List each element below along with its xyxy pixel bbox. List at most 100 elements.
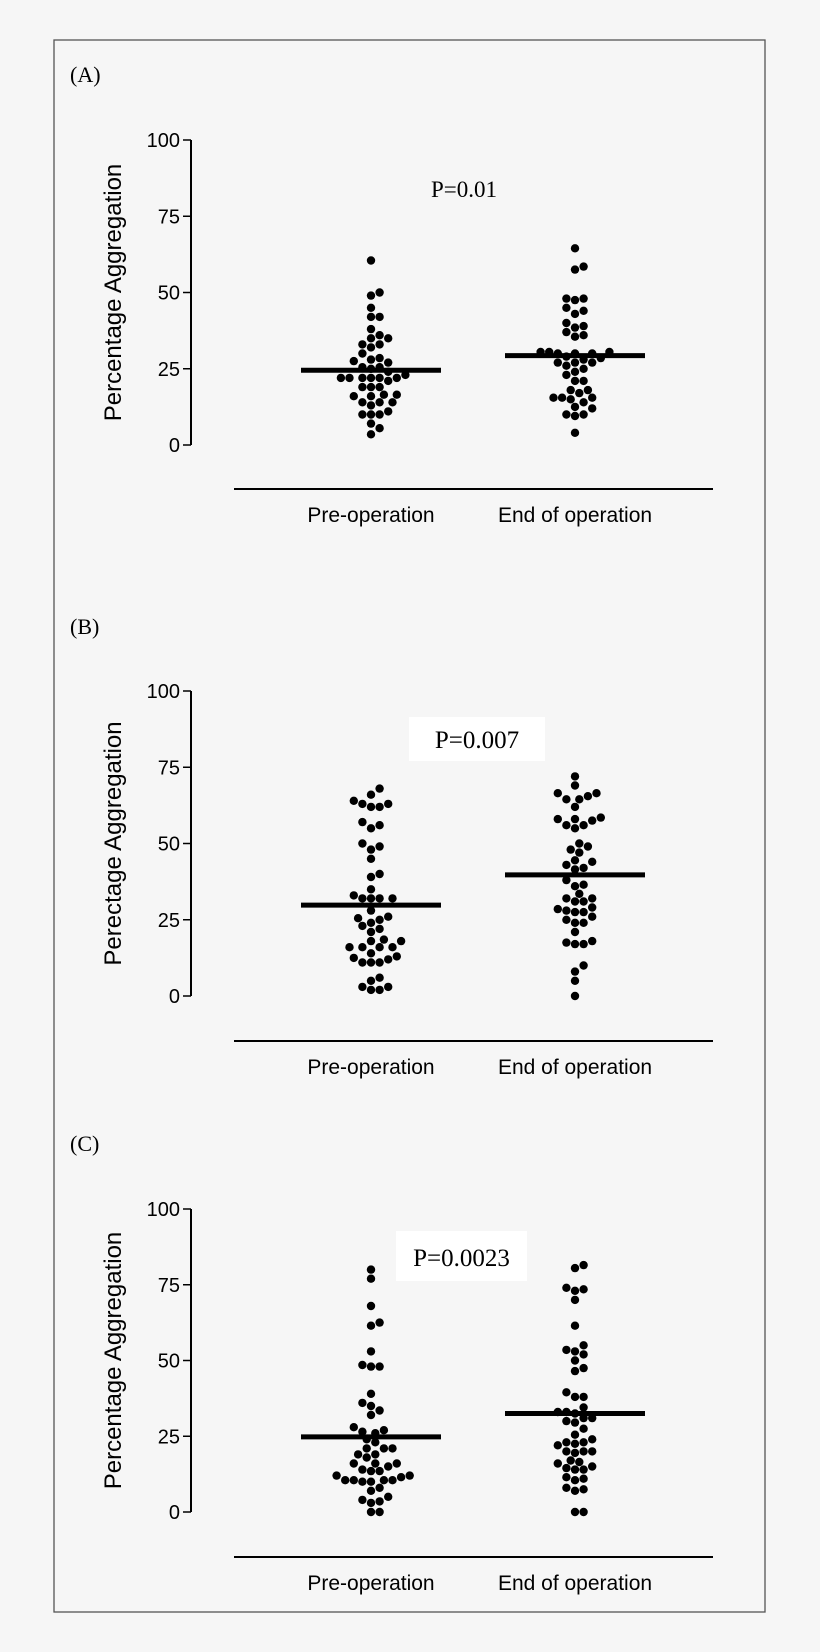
- y-tick-label: 100: [147, 130, 180, 152]
- data-point: [349, 796, 358, 805]
- data-point: [562, 938, 571, 947]
- data-point: [562, 327, 571, 337]
- data-point: [366, 1301, 376, 1311]
- y-axis-label: Perectage Aggregation: [100, 721, 127, 965]
- data-point: [575, 795, 584, 804]
- panel-b: (B) 0 25 50 75 100 Perectage Aggregation Pre-op…: [70, 614, 713, 1079]
- data-point: [375, 1483, 384, 1493]
- data-point: [579, 1507, 588, 1517]
- data-point: [570, 991, 580, 1001]
- data-point: [392, 390, 401, 399]
- data-point: [362, 1444, 371, 1453]
- data-point: [375, 1466, 384, 1476]
- data-point: [570, 265, 580, 274]
- data-point: [375, 331, 384, 340]
- data-point: [570, 856, 580, 865]
- data-point: [579, 907, 588, 917]
- data-point: [570, 1392, 580, 1402]
- data-point: [358, 921, 367, 931]
- data-point: [570, 865, 580, 874]
- data-point: [349, 1459, 358, 1468]
- data-point: [353, 914, 363, 923]
- data-point: [562, 361, 571, 370]
- data-point: [375, 869, 384, 879]
- data-point: [366, 324, 376, 334]
- data-point: [566, 1456, 575, 1465]
- data-point: [366, 985, 376, 995]
- data-point: [362, 1453, 371, 1462]
- data-point: [588, 1462, 597, 1471]
- data-point: [332, 1471, 341, 1480]
- data-point: [570, 1476, 580, 1485]
- data-point: [570, 1486, 580, 1496]
- data-point: [557, 393, 567, 402]
- data-point: [570, 939, 580, 949]
- data-point: [570, 244, 580, 253]
- data-point: [570, 323, 580, 332]
- data-point: [579, 821, 588, 830]
- data-point: [345, 943, 354, 952]
- figure-frame: [53, 39, 766, 1613]
- data-point: [575, 889, 584, 898]
- data-point: [570, 882, 580, 891]
- panel-c: (C) 0 25 50 75 100 Percentage Aggregation Pre-o…: [70, 1131, 713, 1595]
- data-point: [579, 1447, 588, 1456]
- data-point: [570, 402, 580, 412]
- data-point: [588, 936, 597, 946]
- data-point: [384, 982, 393, 992]
- data-point: [371, 1438, 380, 1447]
- data-point: [579, 897, 588, 906]
- data-point: [366, 430, 376, 439]
- data-point: [579, 1438, 588, 1447]
- data-point: [570, 376, 580, 386]
- panel-label: (C): [70, 1131, 99, 1156]
- data-point: [358, 943, 367, 952]
- data-point: [570, 1321, 580, 1330]
- data-point: [371, 1450, 380, 1459]
- data-point: [358, 1398, 367, 1408]
- data-point: [379, 935, 389, 944]
- data-point: [570, 1295, 580, 1305]
- data-point: [553, 789, 562, 798]
- data-point: [358, 382, 367, 392]
- data-point: [562, 410, 571, 419]
- data-point: [562, 294, 571, 303]
- data-point: [366, 824, 376, 833]
- data-point: [570, 967, 580, 976]
- data-point: [366, 410, 376, 419]
- data-point: [375, 353, 384, 363]
- data-point: [375, 943, 384, 952]
- data-point: [570, 927, 580, 937]
- data-point: [596, 813, 605, 822]
- data-point: [358, 1360, 367, 1370]
- data-point: [583, 842, 593, 851]
- data-point: [375, 382, 384, 392]
- data-point: [588, 1435, 597, 1444]
- data-point: [562, 1463, 571, 1473]
- data-point: [366, 976, 376, 985]
- data-point: [570, 367, 580, 376]
- data-point: [570, 802, 580, 812]
- data-point: [570, 781, 580, 790]
- p-value-annotation: P=0.01: [431, 177, 497, 202]
- data-point: [366, 1466, 376, 1476]
- data-point: [588, 903, 597, 912]
- data-point: [375, 802, 384, 812]
- data-point: [349, 392, 358, 401]
- data-point: [579, 262, 588, 271]
- data-point: [345, 373, 354, 383]
- data-point: [570, 358, 580, 367]
- data-point: [388, 894, 397, 903]
- data-point: [384, 376, 393, 386]
- data-point: [375, 373, 384, 383]
- data-point: [583, 792, 593, 801]
- data-point: [562, 915, 571, 924]
- data-point: [570, 1347, 580, 1356]
- data-point: [358, 1495, 367, 1505]
- data-point: [579, 321, 588, 331]
- data-point: [570, 1430, 580, 1439]
- data-point: [366, 1389, 376, 1399]
- data-point: [366, 894, 376, 903]
- data-point: [570, 976, 580, 985]
- data-point: [588, 404, 597, 413]
